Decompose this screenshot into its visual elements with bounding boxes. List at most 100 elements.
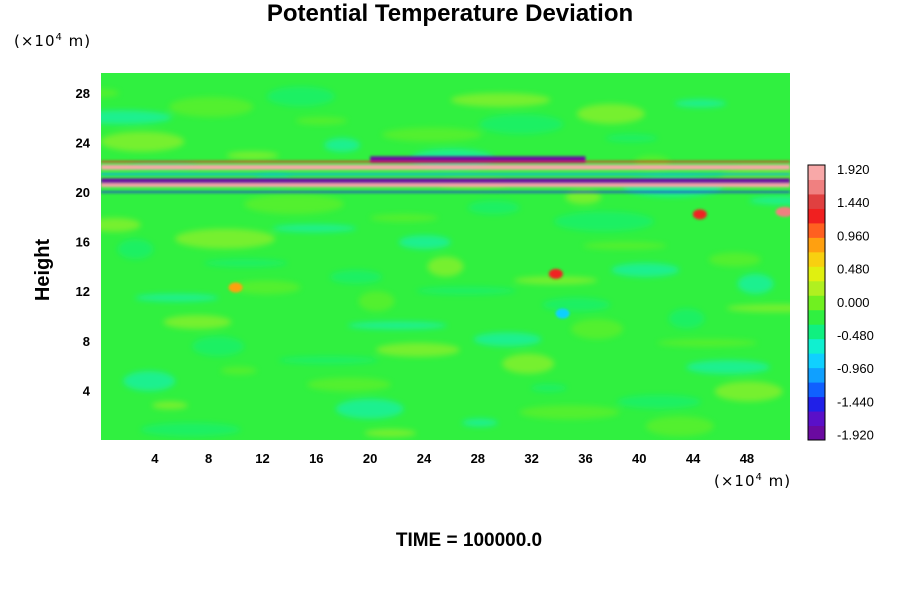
texture-blob xyxy=(737,273,774,294)
colorbar-swatch xyxy=(808,425,825,441)
texture-blob xyxy=(605,134,658,143)
cold-band xyxy=(370,156,586,164)
texture-blob xyxy=(175,228,276,249)
texture-blob xyxy=(278,356,379,365)
colorbar-swatch xyxy=(808,179,825,195)
y-tick-label: 12 xyxy=(76,284,90,299)
texture-blob xyxy=(140,422,241,437)
texture-blob xyxy=(347,321,448,330)
colorbar-tick-label: 1.920 xyxy=(837,162,870,177)
y-axis: 4 8 12 16 20 24 28 xyxy=(76,86,91,399)
colorbar-swatch xyxy=(808,165,825,180)
band-edge xyxy=(101,160,790,163)
colorbar-swatch xyxy=(808,367,825,383)
texture-blob xyxy=(101,89,119,97)
texture-blob xyxy=(101,131,185,152)
x-tick-label: 28 xyxy=(471,451,485,466)
y-tick-label: 8 xyxy=(83,334,90,349)
texture-blob xyxy=(163,315,232,330)
x-axis-unit: (×104 m) xyxy=(714,472,792,490)
texture-blob xyxy=(329,269,382,284)
texture-blob xyxy=(101,217,141,232)
texture-blob xyxy=(101,110,172,125)
colorbar-frame xyxy=(807,164,826,441)
patches xyxy=(228,206,790,319)
chart-title: Potential Temperature Deviation xyxy=(266,0,634,27)
texture-blob xyxy=(685,360,770,375)
warm-patch xyxy=(548,268,563,279)
texture-blob xyxy=(123,371,176,392)
x-tick-label: 24 xyxy=(417,451,432,466)
colorbar: 1.920 1.440 0.960 0.480 0.000 -0.480 -0.960 -1.… xyxy=(807,162,874,443)
texture-blob xyxy=(657,338,758,347)
y-tick-label: 28 xyxy=(76,86,90,101)
texture-blob xyxy=(530,383,567,392)
colorbar-tick-label: -1.920 xyxy=(837,428,874,443)
colorbar-swatch xyxy=(808,353,825,369)
colorbar-swatch xyxy=(808,251,825,267)
x-axis: 4 8 12 16 20 24 28 32 36 40 44 48 xyxy=(151,451,754,466)
texture-blob xyxy=(134,293,219,302)
colorbar-swatch xyxy=(808,295,825,311)
warm-patch xyxy=(775,206,790,217)
cold-band xyxy=(101,178,790,184)
colorbar-swatch xyxy=(808,280,825,296)
colorbar-tick-label: 0.480 xyxy=(837,262,870,277)
texture-blob xyxy=(519,405,620,420)
texture-blob xyxy=(479,114,564,135)
colorbar-swatch xyxy=(808,324,825,340)
bands xyxy=(101,156,790,194)
texture-blob xyxy=(117,239,154,260)
colorbar-swatch xyxy=(808,309,825,325)
x-tick-label: 36 xyxy=(578,451,592,466)
warm-band xyxy=(101,164,790,170)
warm-patch xyxy=(228,282,243,293)
texture-blob xyxy=(674,99,727,108)
x-tick-label: 40 xyxy=(632,451,646,466)
texture-blob xyxy=(749,196,790,205)
y-tick-label: 4 xyxy=(83,383,91,398)
x-tick-label: 8 xyxy=(205,451,212,466)
band-edge xyxy=(101,191,790,194)
y-tick-label: 20 xyxy=(76,185,90,200)
colorbar-tick-label: -0.960 xyxy=(837,361,874,376)
x-tick-label: 4 xyxy=(151,451,159,466)
y-tick-label: 24 xyxy=(76,135,91,150)
texture-blob xyxy=(617,394,702,409)
texture-blob xyxy=(220,366,257,375)
x-tick-label: 20 xyxy=(363,451,377,466)
colorbar-swatch xyxy=(808,396,825,412)
colorbar-swatch xyxy=(808,222,825,238)
texture-blob xyxy=(416,286,517,295)
texture-blob xyxy=(381,127,482,142)
texture-blob xyxy=(565,190,602,205)
cool-patch xyxy=(555,308,570,319)
texture-blob xyxy=(576,103,645,124)
texture-blob xyxy=(645,416,714,437)
texture-blob xyxy=(370,213,439,222)
band-edge xyxy=(101,173,790,176)
texture-blob xyxy=(502,353,555,374)
x-tick-label: 12 xyxy=(255,451,269,466)
colorbar-swatch xyxy=(808,193,825,209)
colorbar-tick-label: -0.480 xyxy=(837,328,874,343)
time-label: TIME = 100000.0 xyxy=(395,530,543,551)
x-tick-label: 16 xyxy=(309,451,323,466)
texture-blob xyxy=(473,332,542,347)
x-tick-label: 32 xyxy=(524,451,538,466)
texture-blob xyxy=(266,86,335,107)
x-tick-label: 48 xyxy=(740,451,754,466)
x-tick-label: 44 xyxy=(686,451,701,466)
texture-blob xyxy=(714,381,783,402)
texture-blob xyxy=(335,398,404,419)
texture-blob xyxy=(542,297,611,312)
warm-patch xyxy=(692,209,707,220)
colorbar-swatch xyxy=(808,382,825,398)
texture-blob xyxy=(169,96,254,117)
texture-blob xyxy=(272,224,357,233)
texture-blob xyxy=(203,259,288,268)
texture-blob xyxy=(553,211,654,232)
colorbar-tick-label: 0.960 xyxy=(837,228,870,243)
